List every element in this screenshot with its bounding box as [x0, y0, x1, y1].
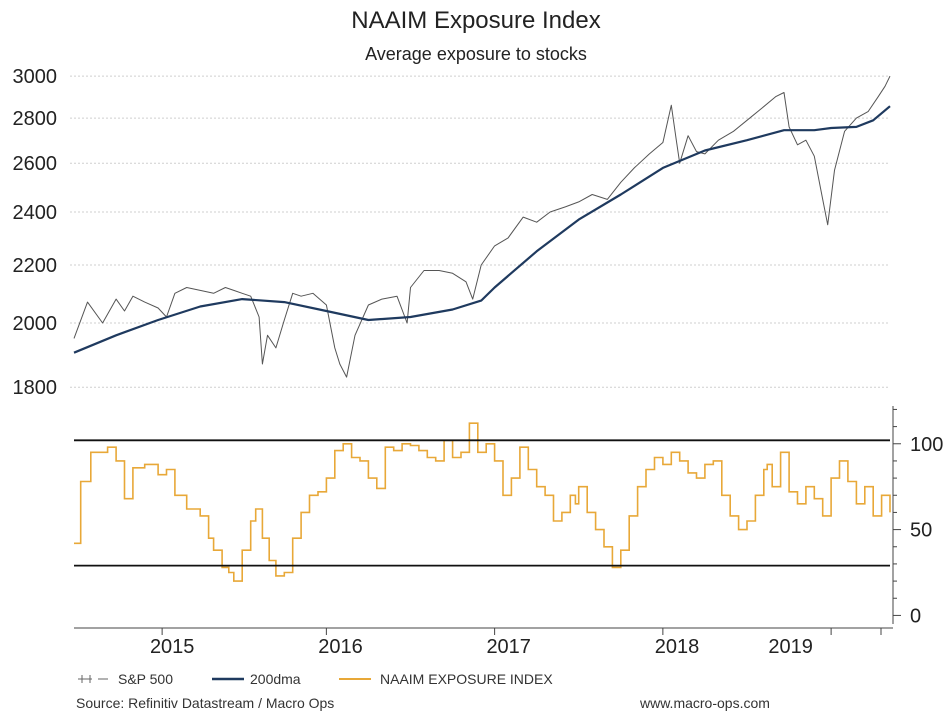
bottom-y-tick-label: 50 — [910, 520, 932, 542]
top-plot-area — [73, 75, 891, 378]
top-gridlines — [70, 75, 890, 388]
sp500-line — [73, 75, 891, 378]
legend-200dma-label: 200dma — [250, 671, 301, 687]
legend-sp500-swatch — [78, 675, 108, 683]
legend-naaim-label: NAAIM EXPOSURE INDEX — [380, 671, 553, 687]
x-axis: 2015 2016 2017 2018 2019 — [74, 627, 893, 658]
top-y-tick-label: 1800 — [13, 377, 58, 399]
bottom-y-tick-label: 0 — [910, 605, 921, 627]
legend-item-sp500: S&P 500 — [78, 671, 173, 687]
x-year-label: 2017 — [486, 636, 531, 658]
legend-item-naaim: NAAIM EXPOSURE INDEX — [339, 671, 553, 687]
reference-lines — [74, 439, 890, 567]
x-year-label: 2019 — [768, 636, 813, 658]
dma200-line — [73, 105, 891, 354]
x-year-label: 2016 — [318, 636, 363, 658]
footer-website: www.macro-ops.com — [639, 695, 770, 711]
top-y-tick-label: 2800 — [13, 108, 58, 130]
top-y-tick-label: 2400 — [13, 202, 58, 224]
top-y-axis: 1800 2000 2200 2400 2600 2800 3000 — [13, 66, 58, 399]
legend: S&P 500 200dma NAAIM EXPOSURE INDEX — [78, 671, 553, 687]
top-y-tick-label: 3000 — [13, 66, 58, 88]
legend-sp500-label: S&P 500 — [118, 671, 173, 687]
x-year-label: 2015 — [150, 636, 195, 658]
naaim-line — [74, 422, 891, 582]
bottom-y-tick-label: 100 — [910, 434, 943, 456]
top-y-tick-label: 2000 — [13, 313, 58, 335]
chart-subtitle: Average exposure to stocks — [365, 44, 587, 64]
bottom-y-axis: 0 50 100 — [892, 406, 943, 627]
top-y-tick-label: 2600 — [13, 153, 58, 175]
legend-item-200dma: 200dma — [212, 671, 301, 687]
top-y-tick-label: 2200 — [13, 255, 58, 277]
x-year-label: 2018 — [655, 636, 700, 658]
footer-source: Source: Refinitiv Datastream / Macro Ops — [76, 695, 334, 711]
bottom-plot-area — [74, 422, 891, 582]
chart-title: NAAIM Exposure Index — [351, 7, 600, 34]
